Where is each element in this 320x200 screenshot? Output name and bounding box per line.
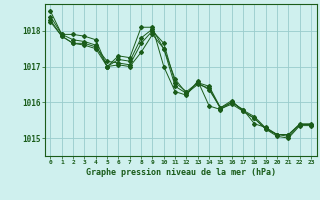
X-axis label: Graphe pression niveau de la mer (hPa): Graphe pression niveau de la mer (hPa)	[86, 168, 276, 177]
